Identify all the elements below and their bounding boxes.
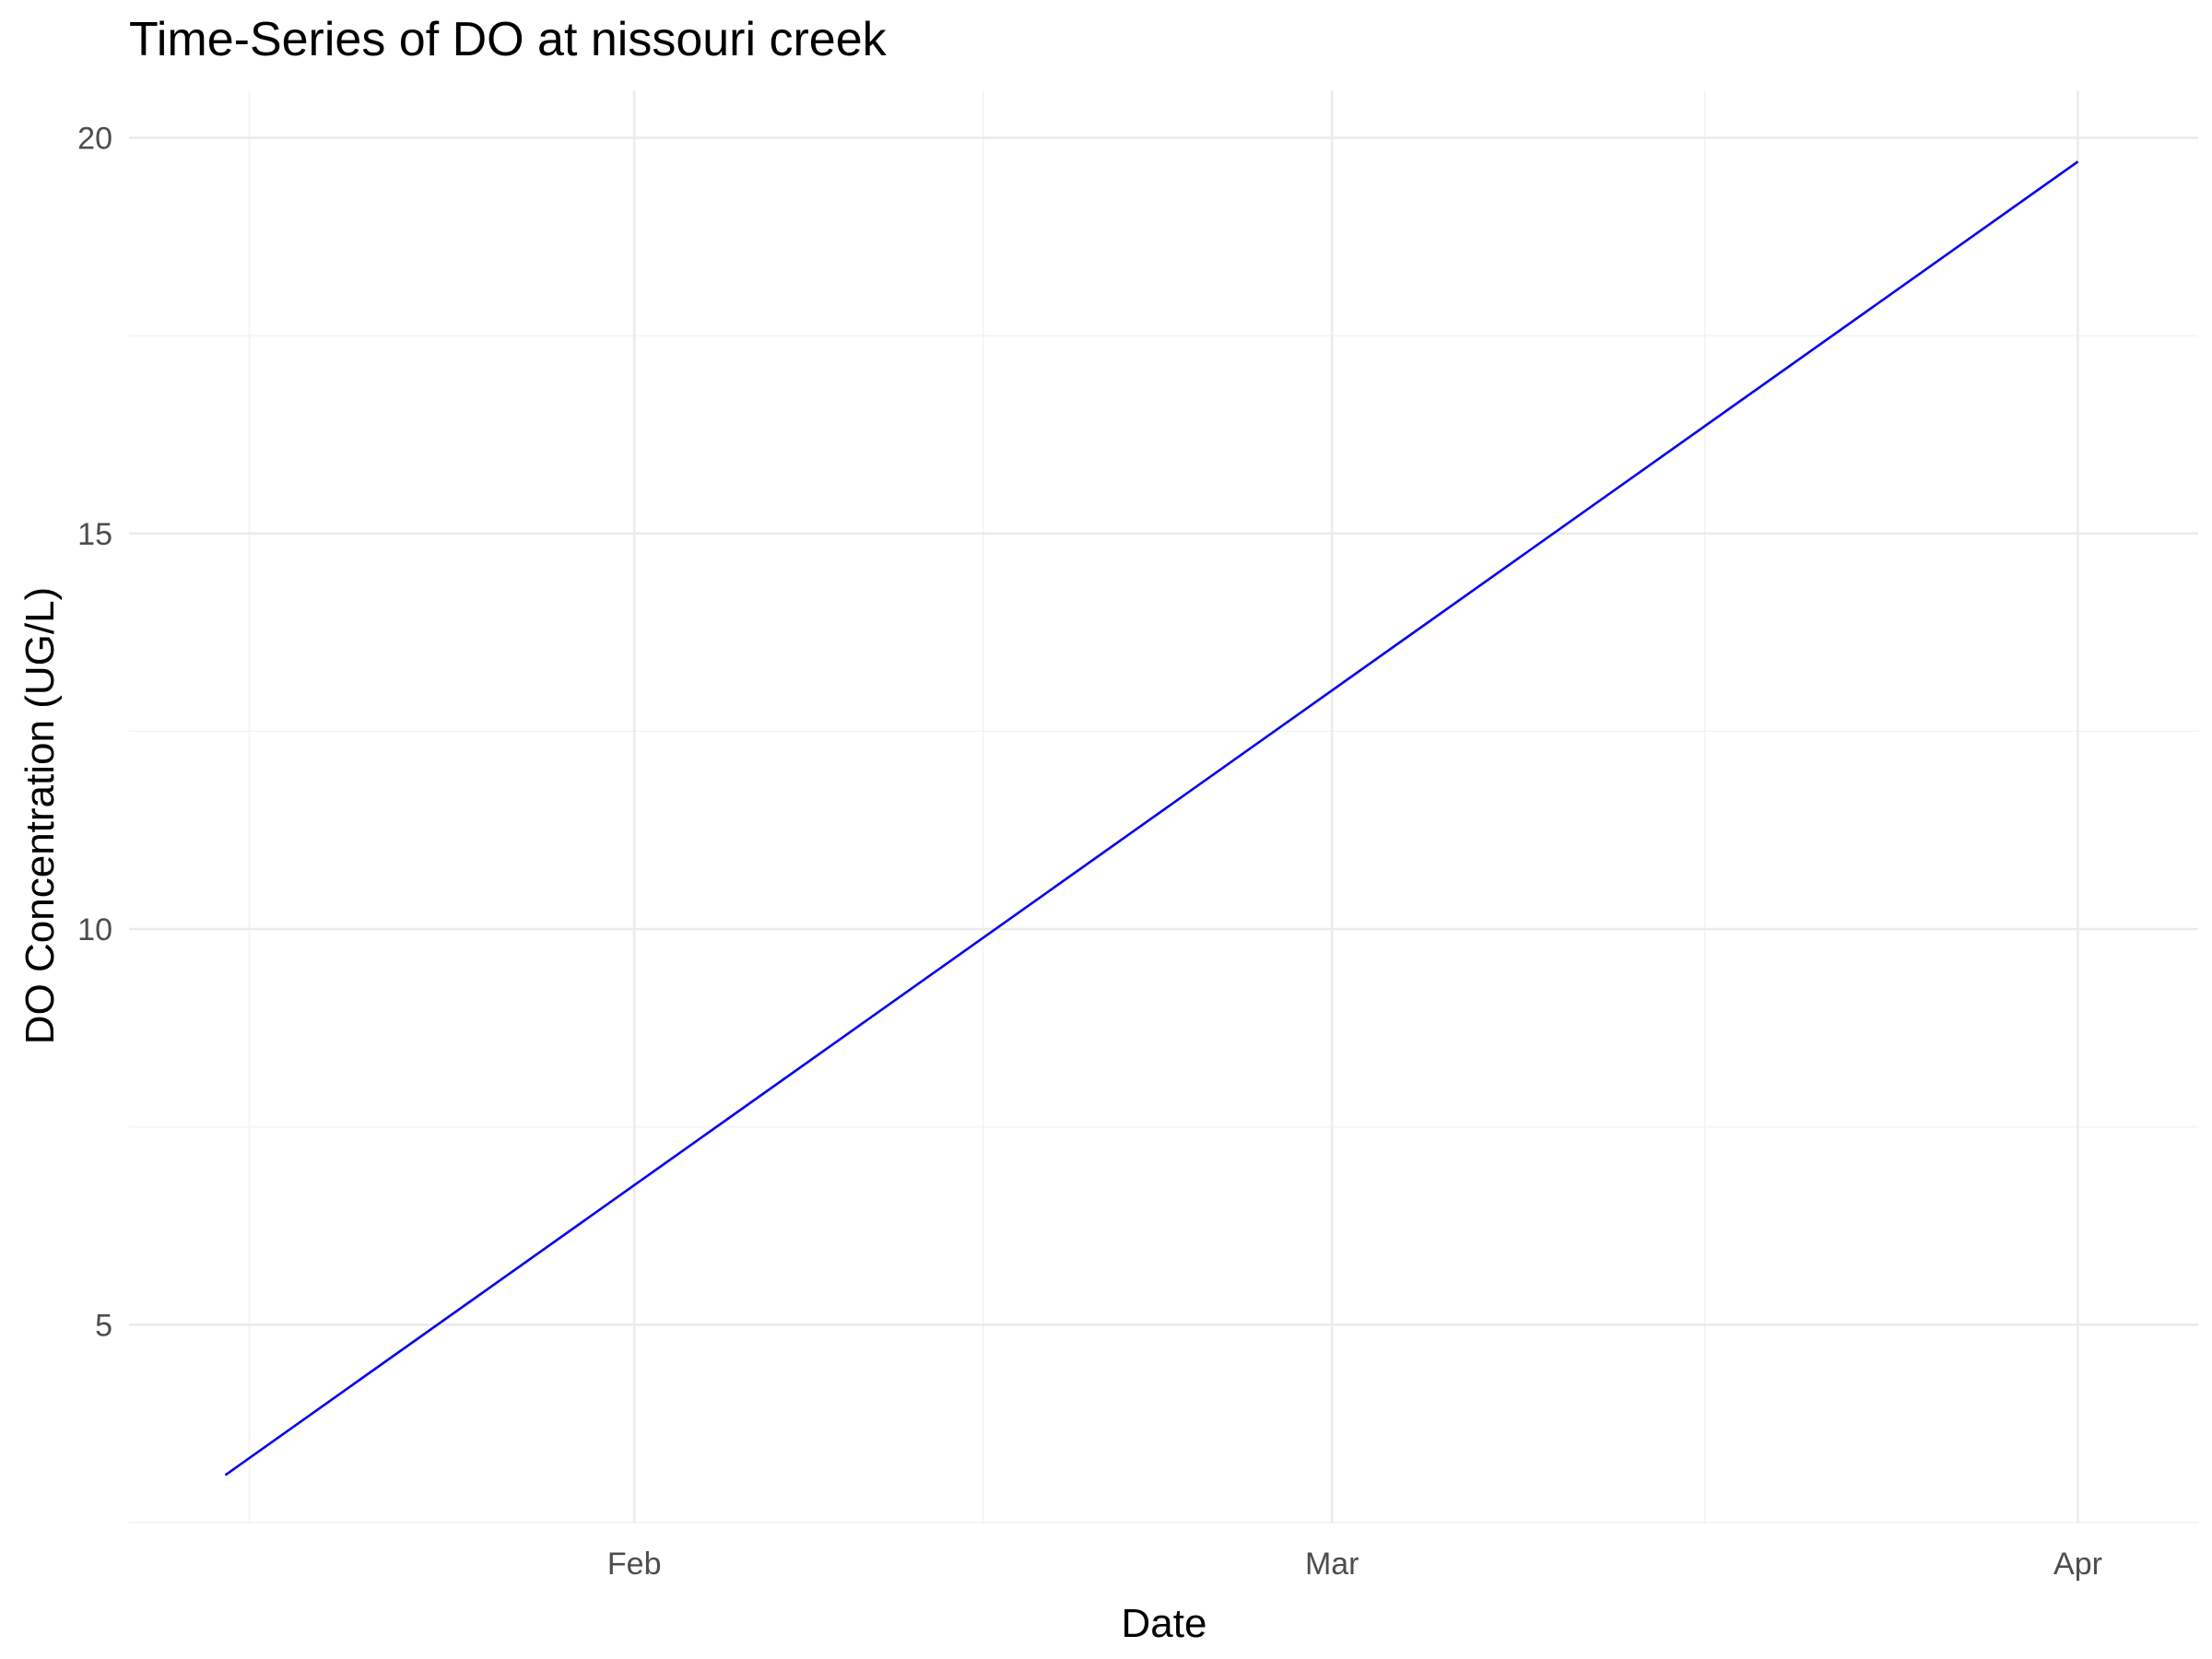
do-series-line: [224, 160, 2079, 1477]
grid-layer: [129, 90, 2198, 1524]
x-tick-label: Feb: [607, 1547, 662, 1582]
x-tick-label: Mar: [1305, 1547, 1359, 1582]
series-layer: [224, 160, 2079, 1477]
x-tick-label: Apr: [2053, 1547, 2102, 1582]
x-axis-title: Date: [1122, 1601, 1207, 1646]
y-tick-label: 5: [95, 1308, 112, 1343]
y-tick-label: 20: [77, 122, 112, 157]
y-tick-label: 10: [77, 912, 112, 947]
y-axis-title: DO Concentration (UG/L): [18, 587, 63, 1044]
label-layer: 5 10 15 20 Feb Mar Apr: [77, 122, 2102, 1582]
y-tick-label: 15: [77, 517, 112, 552]
chart-title: Time-Series of DO at nissouri creek: [129, 13, 888, 66]
